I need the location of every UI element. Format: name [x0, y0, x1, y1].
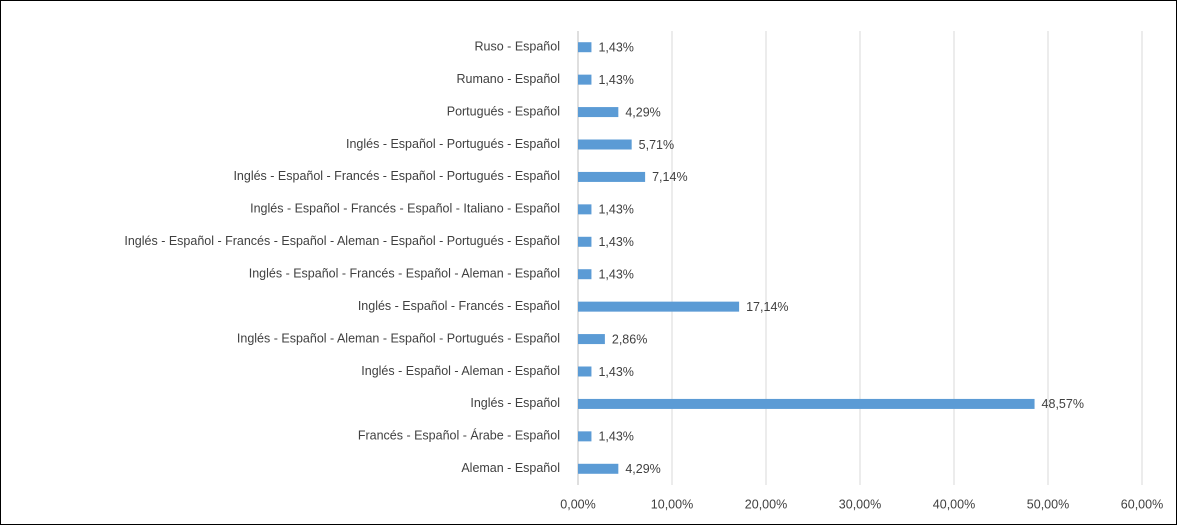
bar: [578, 463, 619, 474]
bar: [578, 171, 646, 182]
bar: [578, 74, 592, 85]
bar: [578, 301, 740, 312]
x-tick-label: 40,00%: [933, 497, 975, 511]
value-label: 1,43%: [598, 235, 633, 249]
x-tick-label: 0,00%: [560, 497, 595, 511]
y-tick-label: Portugués - Español: [447, 104, 560, 118]
bar: [578, 236, 592, 247]
bar: [578, 366, 592, 377]
value-label: 2,86%: [612, 332, 647, 346]
y-tick-label: Inglés - Español - Aleman - Español: [361, 364, 560, 378]
value-label: 7,14%: [652, 170, 687, 184]
bar: [578, 269, 592, 280]
value-label: 48,57%: [1042, 397, 1084, 411]
x-tick-label: 60,00%: [1121, 497, 1163, 511]
value-label: 4,29%: [625, 462, 660, 476]
value-label: 1,43%: [598, 41, 633, 55]
y-tick-label: Inglés - Español: [470, 396, 560, 410]
bar: [578, 139, 632, 150]
bar: [578, 107, 619, 118]
x-tick-label: 20,00%: [745, 497, 787, 511]
value-label: 1,43%: [598, 268, 633, 282]
y-tick-label: Rumano - Español: [456, 72, 560, 86]
y-tick-label: Inglés - Español - Portugués - Español: [346, 137, 560, 151]
x-tick-label: 50,00%: [1027, 497, 1069, 511]
value-label: 4,29%: [625, 105, 660, 119]
bar: [578, 42, 592, 53]
value-label: 1,43%: [598, 203, 633, 217]
value-label: 1,43%: [598, 365, 633, 379]
x-tick-label: 30,00%: [839, 497, 881, 511]
bar: [578, 204, 592, 215]
y-tick-label: Inglés - Español - Francés - Español - I…: [250, 202, 560, 216]
y-tick-label: Ruso - Español: [475, 40, 560, 54]
y-tick-label: Inglés - Español - Francés - Español: [358, 299, 560, 313]
bar: [578, 431, 592, 442]
y-tick-label: Inglés - Español - Aleman - Español - Po…: [237, 331, 560, 345]
value-label: 17,14%: [746, 300, 788, 314]
y-tick-label: Inglés - Español - Francés - Español - A…: [249, 267, 560, 281]
bar: [578, 334, 605, 345]
bar: [578, 398, 1035, 409]
value-label: 1,43%: [598, 430, 633, 444]
y-tick-label: Inglés - Español - Francés - Español - A…: [124, 234, 560, 248]
value-label: 1,43%: [598, 73, 633, 87]
x-tick-label: 10,00%: [651, 497, 693, 511]
y-tick-label: Aleman - Español: [461, 461, 560, 475]
y-tick-label: Inglés - Español - Francés - Español - P…: [233, 169, 560, 183]
y-tick-label: Francés - Español - Árabe - Español: [358, 428, 560, 443]
value-label: 5,71%: [639, 138, 674, 152]
